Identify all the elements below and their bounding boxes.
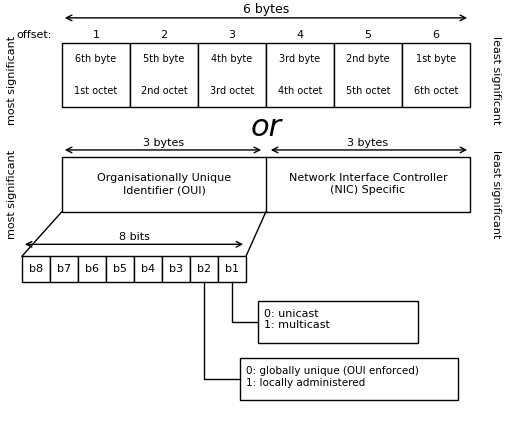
Text: 5th octet: 5th octet — [346, 86, 390, 96]
Text: 4: 4 — [297, 30, 304, 40]
Text: b3: b3 — [169, 264, 183, 274]
Text: 1: 1 — [92, 30, 100, 40]
Bar — [258, 301, 418, 342]
Text: 3rd octet: 3rd octet — [210, 86, 254, 96]
Text: b5: b5 — [113, 264, 127, 274]
Bar — [134, 256, 162, 282]
Bar — [78, 256, 106, 282]
Text: 2nd byte: 2nd byte — [346, 54, 390, 64]
Bar — [334, 43, 402, 107]
Text: 3rd byte: 3rd byte — [279, 54, 321, 64]
Text: 6th octet: 6th octet — [414, 86, 458, 96]
Text: 4th octet: 4th octet — [278, 86, 322, 96]
Text: 0: unicast
1: multicast: 0: unicast 1: multicast — [264, 309, 330, 330]
Bar — [190, 256, 218, 282]
Bar — [130, 43, 198, 107]
Text: least significant: least significant — [491, 36, 501, 124]
Bar — [22, 256, 50, 282]
Text: b6: b6 — [85, 264, 99, 274]
Bar — [218, 256, 246, 282]
Text: 2: 2 — [161, 30, 168, 40]
Text: 1st byte: 1st byte — [416, 54, 456, 64]
Text: or: or — [250, 113, 281, 142]
Text: 6 bytes: 6 bytes — [243, 3, 289, 16]
Text: 0: globally unique (OUI enforced)
1: locally administered: 0: globally unique (OUI enforced) 1: loc… — [246, 366, 419, 388]
Text: least significant: least significant — [491, 150, 501, 238]
Bar — [266, 43, 334, 107]
Text: b8: b8 — [29, 264, 43, 274]
Bar — [240, 359, 458, 400]
Text: 5: 5 — [365, 30, 371, 40]
Text: 8 bits: 8 bits — [118, 232, 149, 242]
Bar — [62, 43, 130, 107]
Text: 2nd octet: 2nd octet — [141, 86, 187, 96]
Text: Network Interface Controller
(NIC) Specific: Network Interface Controller (NIC) Speci… — [289, 173, 448, 195]
Text: 3: 3 — [229, 30, 236, 40]
Bar — [198, 43, 266, 107]
Text: 6th byte: 6th byte — [75, 54, 117, 64]
Bar — [62, 157, 470, 211]
Text: b4: b4 — [141, 264, 155, 274]
Bar — [162, 256, 190, 282]
Bar — [106, 256, 134, 282]
Text: 5th byte: 5th byte — [143, 54, 185, 64]
Text: most significant: most significant — [7, 36, 17, 125]
Text: b1: b1 — [225, 264, 239, 274]
Bar — [402, 43, 470, 107]
Text: most significant: most significant — [7, 149, 17, 239]
Text: 1st octet: 1st octet — [74, 86, 118, 96]
Text: Organisationally Unique
Identifier (OUI): Organisationally Unique Identifier (OUI) — [97, 173, 231, 195]
Text: b2: b2 — [197, 264, 211, 274]
Bar — [50, 256, 78, 282]
Text: 4th byte: 4th byte — [211, 54, 252, 64]
Text: 3 bytes: 3 bytes — [347, 138, 389, 148]
Text: 6: 6 — [432, 30, 439, 40]
Text: 3 bytes: 3 bytes — [143, 138, 184, 148]
Text: b7: b7 — [57, 264, 71, 274]
Text: offset:: offset: — [17, 30, 52, 40]
